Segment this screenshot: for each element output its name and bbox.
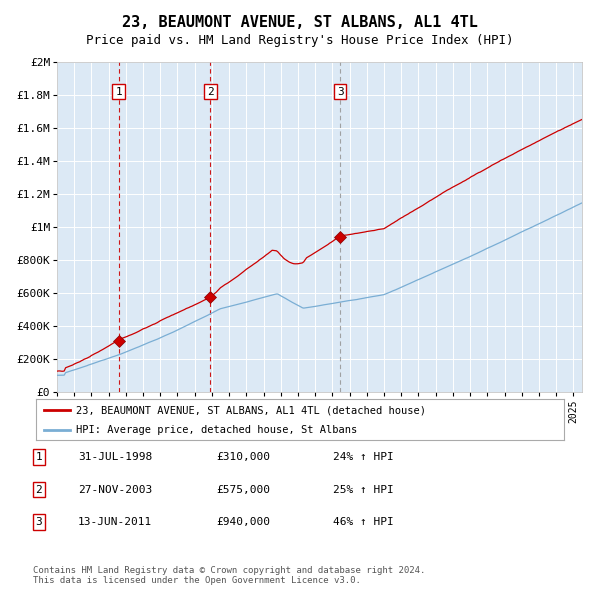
Text: £575,000: £575,000 [216, 485, 270, 494]
Text: 46% ↑ HPI: 46% ↑ HPI [333, 517, 394, 527]
Text: 1: 1 [35, 453, 43, 462]
Text: 1: 1 [115, 87, 122, 97]
Text: £310,000: £310,000 [216, 453, 270, 462]
Text: 2: 2 [207, 87, 214, 97]
Text: HPI: Average price, detached house, St Albans: HPI: Average price, detached house, St A… [76, 425, 357, 434]
Text: 23, BEAUMONT AVENUE, ST ALBANS, AL1 4TL: 23, BEAUMONT AVENUE, ST ALBANS, AL1 4TL [122, 15, 478, 30]
Text: 23, BEAUMONT AVENUE, ST ALBANS, AL1 4TL (detached house): 23, BEAUMONT AVENUE, ST ALBANS, AL1 4TL … [76, 405, 425, 415]
Text: £940,000: £940,000 [216, 517, 270, 527]
Text: 3: 3 [337, 87, 344, 97]
Text: 31-JUL-1998: 31-JUL-1998 [78, 453, 152, 462]
Text: 25% ↑ HPI: 25% ↑ HPI [333, 485, 394, 494]
Text: 2: 2 [35, 485, 43, 494]
Text: 13-JUN-2011: 13-JUN-2011 [78, 517, 152, 527]
Text: 24% ↑ HPI: 24% ↑ HPI [333, 453, 394, 462]
Text: Contains HM Land Registry data © Crown copyright and database right 2024.
This d: Contains HM Land Registry data © Crown c… [33, 566, 425, 585]
Text: Price paid vs. HM Land Registry's House Price Index (HPI): Price paid vs. HM Land Registry's House … [86, 34, 514, 47]
Text: 27-NOV-2003: 27-NOV-2003 [78, 485, 152, 494]
Text: 3: 3 [35, 517, 43, 527]
